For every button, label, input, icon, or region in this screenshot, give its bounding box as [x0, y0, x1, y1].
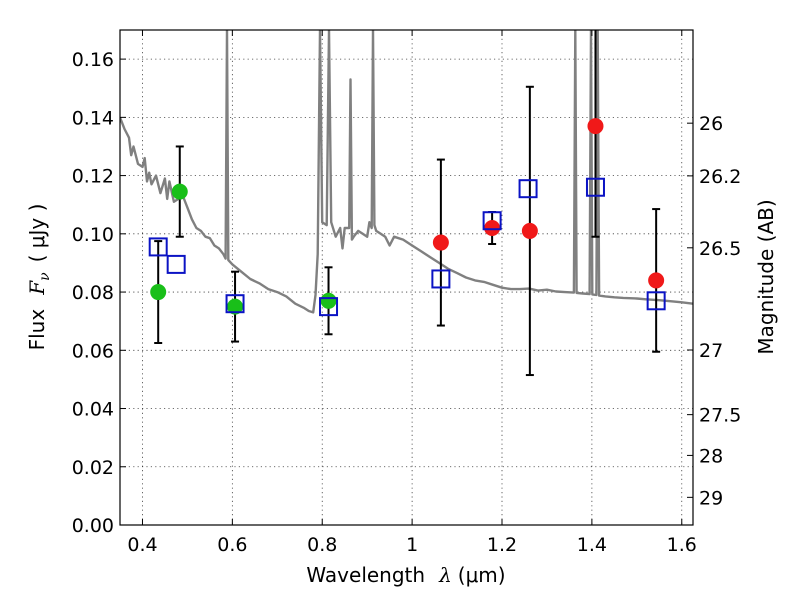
model-photometry-square	[646, 291, 666, 311]
x-axis-label: Wavelength λ (μm)	[306, 563, 505, 587]
model-photometry-square	[319, 297, 339, 317]
x-tick-label: 0.4	[127, 534, 157, 556]
y-tick-label: 0.16	[72, 49, 114, 71]
y-tick-label: 0.04	[72, 399, 114, 421]
observed-red-point	[587, 118, 604, 135]
y2-tick-label: 27	[699, 340, 723, 362]
y-tick-label: 0.14	[72, 107, 114, 129]
tick-labels: 0.4 0.6 0.8 1 1.2 1.4 1.6 0.00 0.02 0.04 0.06 0.08 0…	[72, 49, 742, 556]
y-tick-label: 0.08	[72, 282, 114, 304]
y-tick-label: 0.06	[72, 340, 114, 362]
x-tick-label: 1	[406, 534, 418, 556]
model-photometry-square	[585, 177, 605, 197]
observed-green-point	[320, 292, 337, 309]
grid	[120, 30, 693, 526]
y2-tick-label: 27.5	[699, 405, 741, 427]
plot-frame	[119, 29, 694, 526]
observed-red-point	[521, 222, 538, 239]
x-tick-label: 0.8	[307, 534, 337, 556]
observed-red-point	[484, 220, 501, 236]
data-points-layer	[148, 30, 666, 377]
y-axis-label-text: Flux	[25, 309, 49, 351]
x-tick-label: 1.2	[487, 534, 517, 556]
x-axis-label-text: Wavelength	[306, 563, 425, 587]
x-tick-label: 0.6	[217, 534, 247, 556]
model-photometry-square	[166, 254, 186, 274]
observed-green-point	[171, 183, 188, 200]
y2-tick-label: 29	[699, 487, 723, 509]
x-axis-label-symbol: λ	[438, 563, 452, 587]
y2-tick-label: 26	[699, 113, 723, 135]
y2-tick-label: 26.2	[699, 166, 741, 188]
y-tick-label: 0.02	[72, 457, 114, 479]
y-axis-label-unit: ( μJy )	[25, 204, 49, 263]
y2-axis-label: Magnitude (AB)	[754, 199, 778, 354]
model-photometry-square	[431, 269, 451, 289]
model-photometry-square	[518, 179, 538, 199]
model-sed-line	[120, 30, 693, 314]
x-tick-label: 1.4	[577, 534, 607, 556]
observed-green-point	[150, 284, 167, 301]
tick-marks	[120, 30, 693, 526]
y-tick-label: 0.12	[72, 166, 114, 188]
y-tick-label: 0.00	[72, 515, 114, 537]
y-axis-label: Flux Fν ( μJy )	[25, 204, 53, 351]
observed-red-point	[432, 234, 449, 251]
model-sed-layer	[120, 30, 693, 314]
model-photometry-square	[482, 211, 502, 231]
y-tick-label: 0.10	[72, 224, 114, 246]
y-axis-label-subscript: ν	[37, 272, 53, 281]
x-axis-label-unit: (μm)	[458, 563, 506, 587]
y-axis-label-symbol: F	[25, 280, 49, 296]
model-photometry-square	[225, 294, 245, 314]
observed-red-point	[648, 272, 665, 289]
x-tick-label: 1.6	[667, 534, 697, 556]
y2-tick-label: 26.5	[699, 238, 741, 260]
model-photometry-square	[148, 237, 168, 257]
y2-tick-label: 28	[699, 445, 723, 467]
